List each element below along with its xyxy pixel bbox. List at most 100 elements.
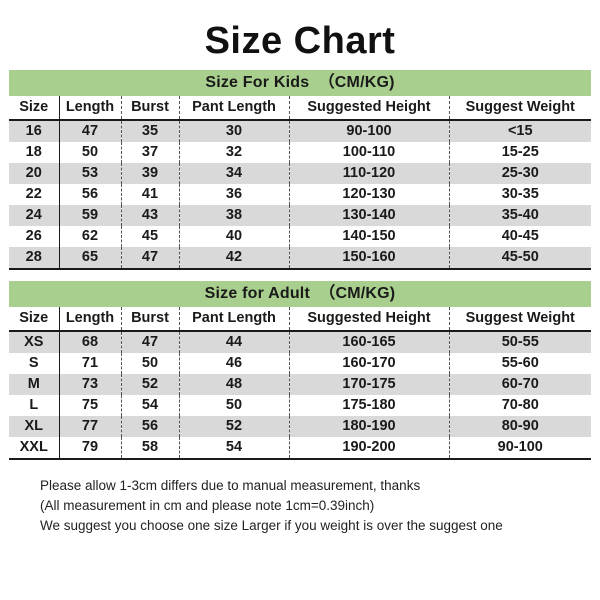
cell-size: XXL [9,437,59,460]
cell-burst: 45 [120,226,179,247]
cell-suggest-weight: 50-55 [448,331,591,353]
kids-col-length: Length [58,96,121,121]
cell-burst: 50 [120,353,179,374]
cell-size: 24 [9,205,59,226]
adult-col-pant-length: Pant Length [178,307,289,332]
kids-col-suggested-height: Suggested Height [288,96,449,121]
table-row: XXL 79 58 54 190-200 90-100 [9,437,591,460]
cell-suggested-height: 180-190 [288,416,449,437]
table-row: 22 56 41 36 120-130 30-35 [9,184,591,205]
cell-burst: 52 [120,374,179,395]
cell-suggest-weight: 60-70 [448,374,591,395]
adult-table-body: XS 68 47 44 160-165 50-55 S 71 50 46 160… [9,331,591,460]
kids-col-suggest-weight: Suggest Weight [448,96,591,121]
cell-pant-length: 42 [178,247,289,270]
cell-burst: 47 [120,247,179,270]
cell-suggested-height: 160-165 [288,331,449,353]
cell-length: 71 [58,353,121,374]
page-title: Size Chart [204,20,396,62]
cell-size: XS [9,331,59,353]
cell-suggested-height: 170-175 [288,374,449,395]
adult-col-burst: Burst [120,307,179,332]
cell-length: 77 [58,416,121,437]
adult-col-size: Size [9,307,59,332]
kids-size-table-block: Size For Kids （CM/KG) Size Length Burst … [9,70,591,270]
cell-length: 73 [58,374,121,395]
cell-burst: 43 [120,205,179,226]
kids-size-table: Size Length Burst Pant Length Suggested … [9,96,591,270]
cell-pant-length: 36 [178,184,289,205]
cell-suggested-height: 150-160 [288,247,449,270]
table-row: 24 59 43 38 130-140 35-40 [9,205,591,226]
cell-suggest-weight: 80-90 [448,416,591,437]
table-row: 26 62 45 40 140-150 40-45 [9,226,591,247]
cell-pant-length: 40 [178,226,289,247]
cell-length: 56 [58,184,121,205]
cell-burst: 54 [120,395,179,416]
cell-burst: 41 [120,184,179,205]
note-line-3: We suggest you choose one size Larger if… [40,518,503,533]
kids-table-band-label: Size For Kids （CM/KG) [9,70,591,96]
kids-col-size: Size [9,96,59,121]
cell-pant-length: 50 [178,395,289,416]
adult-col-suggested-height: Suggested Height [288,307,449,332]
cell-suggested-height: 160-170 [288,353,449,374]
cell-size: M [9,374,59,395]
cell-pant-length: 44 [178,331,289,353]
cell-suggested-height: 130-140 [288,205,449,226]
cell-burst: 39 [120,163,179,184]
table-row: XL 77 56 52 180-190 80-90 [9,416,591,437]
table-row: 18 50 37 32 100-110 15-25 [9,142,591,163]
cell-size: 20 [9,163,59,184]
cell-suggested-height: 110-120 [288,163,449,184]
cell-size: L [9,395,59,416]
cell-suggest-weight: 90-100 [448,437,591,460]
cell-suggest-weight: 15-25 [448,142,591,163]
cell-size: XL [9,416,59,437]
kids-col-burst: Burst [120,96,179,121]
kids-table-header-row: Size Length Burst Pant Length Suggested … [9,96,591,121]
cell-size: 22 [9,184,59,205]
cell-suggest-weight: 55-60 [448,353,591,374]
table-row: 28 65 47 42 150-160 45-50 [9,247,591,270]
table-row: S 71 50 46 160-170 55-60 [9,353,591,374]
cell-suggest-weight: <15 [448,120,591,142]
cell-suggested-height: 120-130 [288,184,449,205]
cell-suggested-height: 100-110 [288,142,449,163]
cell-length: 79 [58,437,121,460]
note-line-1: Please allow 1-3cm differs due to manual… [40,478,421,493]
cell-pant-length: 46 [178,353,289,374]
cell-suggest-weight: 45-50 [448,247,591,270]
cell-suggest-weight: 35-40 [448,205,591,226]
cell-size: 18 [9,142,59,163]
table-row: M 73 52 48 170-175 60-70 [9,374,591,395]
cell-burst: 37 [120,142,179,163]
cell-suggested-height: 140-150 [288,226,449,247]
cell-size: 26 [9,226,59,247]
cell-pant-length: 32 [178,142,289,163]
cell-suggest-weight: 30-35 [448,184,591,205]
cell-length: 47 [58,120,121,142]
kids-table-body: 16 47 35 30 90-100 <15 18 50 37 32 100-1… [9,120,591,270]
adult-col-length: Length [58,307,121,332]
cell-length: 75 [58,395,121,416]
cell-burst: 35 [120,120,179,142]
cell-length: 62 [58,226,121,247]
adult-table-band-label: Size for Adult （CM/KG) [9,281,591,307]
cell-length: 59 [58,205,121,226]
cell-suggest-weight: 25-30 [448,163,591,184]
cell-suggested-height: 90-100 [288,120,449,142]
table-row: L 75 54 50 175-180 70-80 [9,395,591,416]
cell-burst: 47 [120,331,179,353]
cell-pant-length: 30 [178,120,289,142]
cell-pant-length: 54 [178,437,289,460]
adult-size-table: Size Length Burst Pant Length Suggested … [9,307,591,460]
note-line-2: (All measurement in cm and please note 1… [40,498,375,513]
cell-pant-length: 48 [178,374,289,395]
cell-suggested-height: 175-180 [288,395,449,416]
adult-table-header-row: Size Length Burst Pant Length Suggested … [9,307,591,332]
cell-pant-length: 38 [178,205,289,226]
cell-burst: 58 [120,437,179,460]
footer-notes: Please allow 1-3cm differs due to manual… [0,476,600,536]
cell-burst: 56 [120,416,179,437]
